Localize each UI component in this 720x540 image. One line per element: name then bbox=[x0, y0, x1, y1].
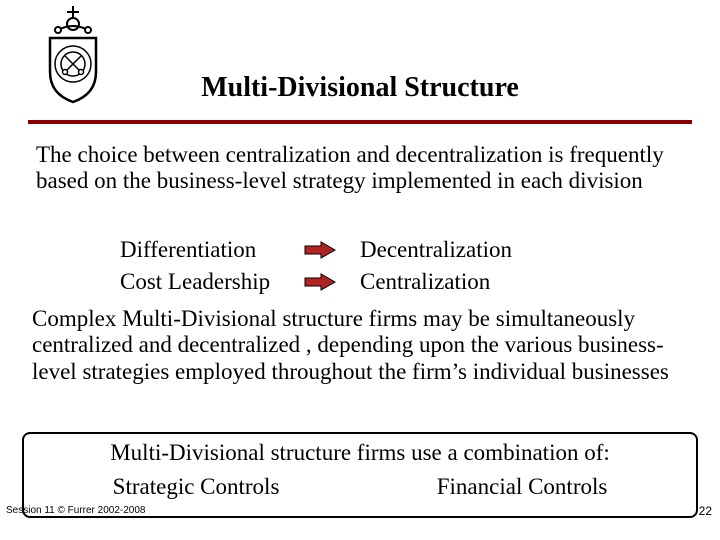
mapping-left-label: Differentiation bbox=[120, 237, 290, 263]
mapping-right-label: Decentralization bbox=[350, 237, 512, 263]
intro-paragraph: The choice between centralization and de… bbox=[36, 142, 686, 195]
arrow-icon bbox=[290, 241, 350, 259]
summary-col-strategic: Strategic Controls bbox=[113, 474, 280, 500]
summary-col-financial: Financial Controls bbox=[437, 474, 608, 500]
summary-box-title: Multi-Divisional structure firms use a c… bbox=[34, 440, 686, 466]
mapping-right-label: Centralization bbox=[350, 269, 490, 295]
mapping-row: Differentiation Decentralization bbox=[120, 234, 620, 266]
arrow-icon bbox=[290, 273, 350, 291]
explanation-paragraph: Complex Multi-Divisional structure firms… bbox=[32, 306, 692, 385]
strategy-mapping: Differentiation Decentralization Cost Le… bbox=[120, 234, 620, 298]
mapping-row: Cost Leadership Centralization bbox=[120, 266, 620, 298]
title-divider bbox=[28, 120, 692, 124]
footer-copyright: Session 11 © Furrer 2002-2008 bbox=[6, 505, 145, 516]
mapping-left-label: Cost Leadership bbox=[120, 269, 290, 295]
slide-title: Multi-Divisional Structure bbox=[0, 72, 720, 104]
slide-number: 22 bbox=[699, 504, 712, 518]
